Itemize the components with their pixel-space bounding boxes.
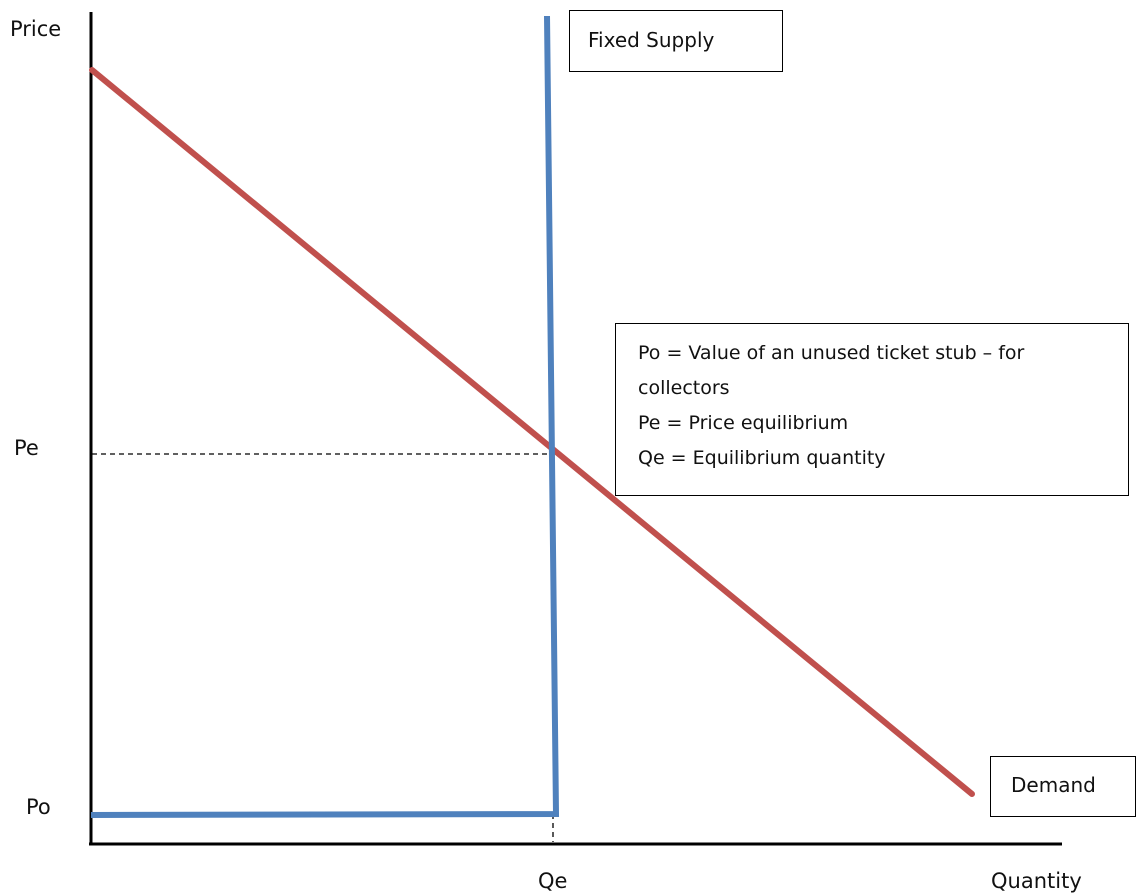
fixed-supply-curve [90, 15, 560, 818]
x-axis-label: Quantity [991, 869, 1082, 893]
legend-line-po-cont: collectors [638, 377, 730, 399]
fixed-supply-label: Fixed Supply [588, 28, 715, 52]
legend-box: Po = Value of an unused ticket stub – fo… [615, 323, 1129, 496]
qe-tick-label: Qe [538, 869, 568, 893]
legend-text: Po = Value of an unused ticket stub – fo… [638, 336, 1024, 476]
legend-line-po: Po = Value of an unused ticket stub – fo… [638, 342, 1025, 364]
legend-line-qe: Qe = Equilibrium quantity [638, 447, 886, 469]
demand-label: Demand [1011, 773, 1096, 797]
legend-line-pe: Pe = Price equilibrium [638, 412, 849, 434]
demand-label-box: Demand [990, 756, 1136, 817]
demand-curve [89, 67, 975, 797]
po-tick-label: Po [26, 795, 51, 819]
fixed-supply-label-box: Fixed Supply [569, 10, 783, 72]
pe-tick-label: Pe [14, 436, 39, 460]
y-axis-label: Price [10, 17, 62, 41]
